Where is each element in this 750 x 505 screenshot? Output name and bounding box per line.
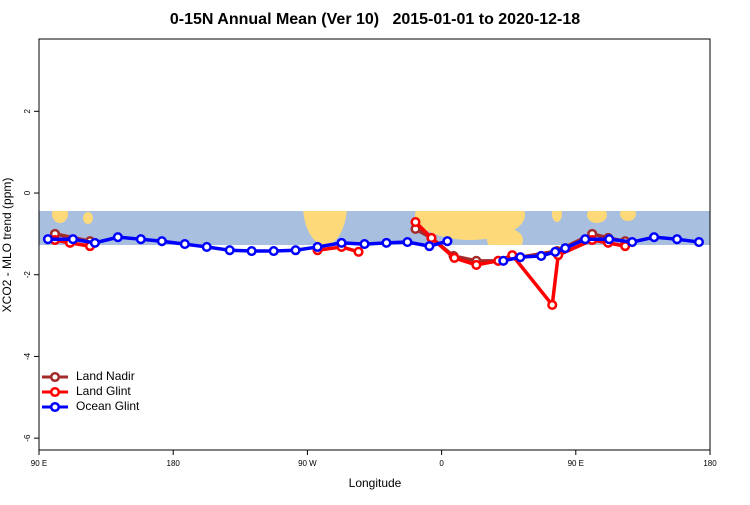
data-point	[402, 236, 413, 248]
data-point	[560, 243, 571, 254]
x-tick-label: 90 E	[568, 459, 584, 468]
legend-label: Land Nadir	[76, 369, 135, 383]
data-point	[693, 236, 705, 248]
data-point	[179, 239, 190, 250]
legend-label: Ocean Glint	[76, 399, 140, 413]
y-tick-label: 2	[23, 109, 32, 114]
x-tick-label: 90 E	[31, 459, 47, 468]
data-point	[410, 216, 421, 228]
x-tick-label: 90 W	[298, 459, 317, 468]
data-point	[246, 245, 257, 257]
data-point	[471, 259, 482, 270]
data-point	[135, 234, 146, 245]
legend-label: Land Glint	[76, 384, 131, 398]
data-point	[424, 241, 435, 252]
data-point	[604, 234, 615, 245]
data-point	[449, 252, 460, 264]
data-point	[498, 255, 509, 266]
data-point	[381, 237, 392, 248]
data-point	[156, 236, 167, 247]
data-point	[426, 232, 437, 244]
y-tick-label: -4	[23, 352, 32, 360]
y-tick-label: 0	[23, 190, 32, 195]
data-point	[547, 299, 558, 311]
legend-marker	[49, 386, 61, 398]
legend-marker	[49, 401, 61, 413]
x-axis-label: Longitude	[349, 476, 402, 490]
data-point	[536, 250, 547, 261]
legend-marker	[49, 371, 61, 383]
data-point	[649, 232, 660, 243]
data-point	[550, 246, 561, 257]
plot-frame	[38, 38, 711, 451]
y-axis-label: XCO2 - MLO trend (ppm)	[0, 178, 14, 313]
data-point	[268, 245, 279, 257]
data-point	[112, 232, 123, 243]
data-point	[353, 246, 364, 257]
x-tick-label: 0	[439, 459, 444, 468]
data-point	[67, 234, 79, 245]
data-point	[312, 241, 323, 253]
data-point	[442, 236, 453, 247]
data-point	[42, 234, 53, 245]
data-point	[359, 239, 370, 250]
data-point	[290, 245, 301, 256]
data-point	[336, 237, 347, 248]
data-point	[580, 234, 591, 245]
data-point	[515, 252, 526, 263]
x-tick-label: 180	[703, 459, 717, 468]
data-point	[671, 234, 683, 245]
chart-title: 0-15N Annual Mean (Ver 10) 2015-01-01 to…	[170, 11, 580, 28]
data-point	[89, 237, 100, 248]
y-tick-label: -6	[23, 434, 32, 442]
data-point	[224, 245, 235, 256]
x-tick-label: 180	[167, 459, 181, 468]
y-tick-label: -2	[23, 271, 32, 279]
data-point	[201, 241, 212, 253]
data-point	[627, 236, 638, 248]
